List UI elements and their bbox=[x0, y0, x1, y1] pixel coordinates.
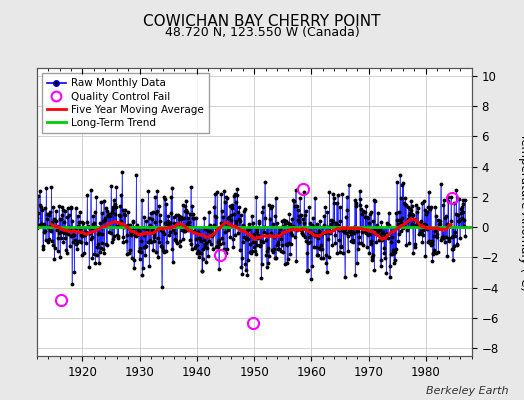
Text: COWICHAN BAY CHERRY POINT: COWICHAN BAY CHERRY POINT bbox=[143, 14, 381, 29]
Text: Berkeley Earth: Berkeley Earth bbox=[426, 386, 508, 396]
Legend: Raw Monthly Data, Quality Control Fail, Five Year Moving Average, Long-Term Tren: Raw Monthly Data, Quality Control Fail, … bbox=[42, 73, 209, 133]
Y-axis label: Temperature Anomaly (°C): Temperature Anomaly (°C) bbox=[518, 133, 524, 291]
Text: 48.720 N, 123.550 W (Canada): 48.720 N, 123.550 W (Canada) bbox=[165, 26, 359, 39]
